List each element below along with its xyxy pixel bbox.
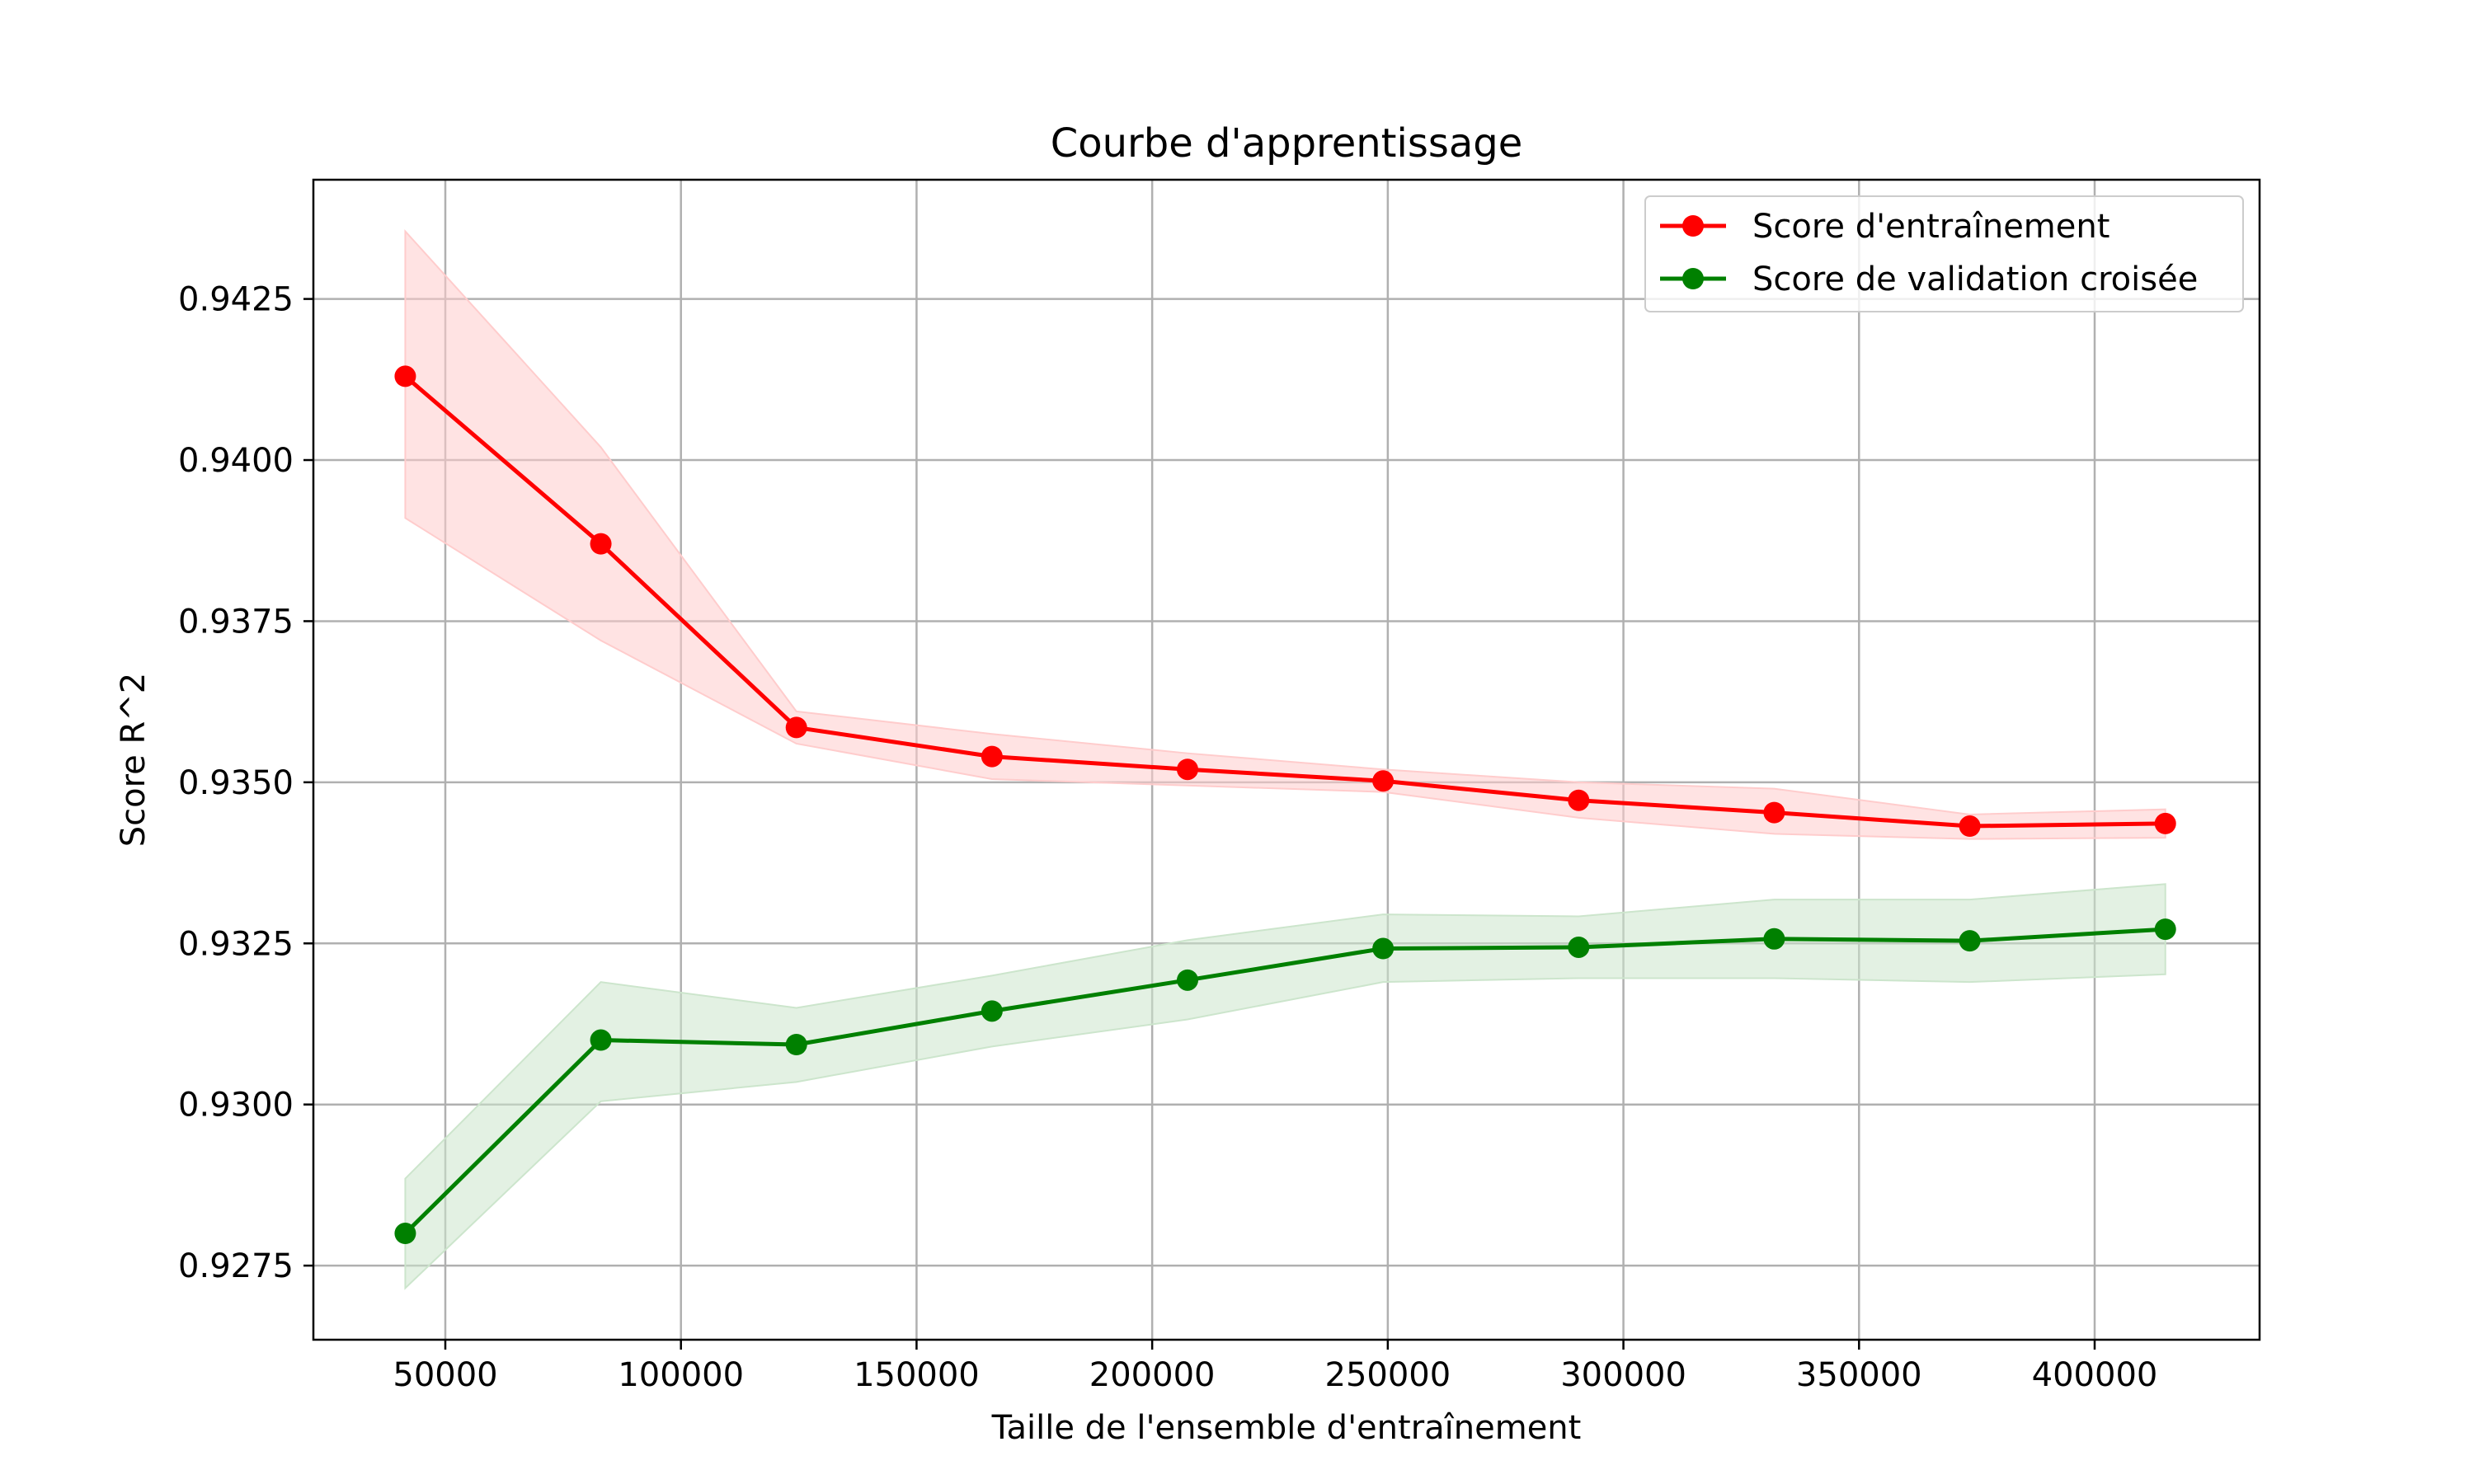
series-0-point [1177,758,1198,780]
series-1-point [1763,928,1785,950]
series-0-point [2155,813,2176,834]
y-tick-label: 0.9400 [178,442,294,480]
series-1-point [2155,918,2176,940]
x-tick-label: 150000 [854,1356,980,1394]
series-1-point [981,1000,1003,1021]
x-tick-label: 400000 [2032,1356,2158,1394]
series-0-point [1959,815,1981,837]
series-0-point [590,533,612,555]
series-0-point [981,746,1003,768]
series-1-point [394,1223,416,1244]
series-0-point [394,365,416,387]
y-tick-label: 0.9425 [178,281,294,319]
y-axis-title: Score R^2 [115,673,153,848]
chart-title: Courbe d'apprentissage [1051,120,1523,167]
x-tick-label: 50000 [393,1356,497,1394]
y-tick-label: 0.9375 [178,603,294,641]
series-0-point [786,716,807,738]
x-tick-label: 100000 [618,1356,744,1394]
series-0-point [1372,770,1394,791]
series-1-point [1568,937,1589,958]
legend-swatch-marker [1682,268,1704,289]
legend-swatch-marker [1682,215,1704,237]
x-tick-label: 300000 [1560,1356,1686,1394]
legend-label: Score d'entraînement [1752,208,2109,246]
x-tick-label: 350000 [1796,1356,1922,1394]
y-tick-label: 0.9300 [178,1087,294,1125]
y-tick-label: 0.9275 [178,1247,294,1285]
legend: Score d'entraînement Score de validation … [1645,196,2243,312]
x-tick-label: 250000 [1325,1356,1451,1394]
series-1-point [1177,970,1198,991]
legend-label: Score de validation croisée [1752,261,2198,298]
x-tick-label: 200000 [1089,1356,1216,1394]
series-1-point [590,1030,612,1051]
y-tick-label: 0.9325 [178,925,294,963]
y-tick-label: 0.9350 [178,764,294,802]
series-1-point [1372,938,1394,960]
series-1-point [786,1034,807,1055]
series-1-point [1959,930,1981,951]
series-0-point [1568,790,1589,811]
x-axis-title: Taille de l'ensemble d'entraînement [991,1409,1582,1447]
series-0-point [1763,802,1785,824]
